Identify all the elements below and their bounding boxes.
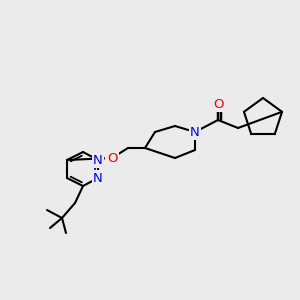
Text: N: N <box>190 125 200 139</box>
Text: O: O <box>213 98 223 110</box>
Text: O: O <box>107 152 117 164</box>
Text: N: N <box>93 154 103 166</box>
Text: N: N <box>93 172 103 184</box>
